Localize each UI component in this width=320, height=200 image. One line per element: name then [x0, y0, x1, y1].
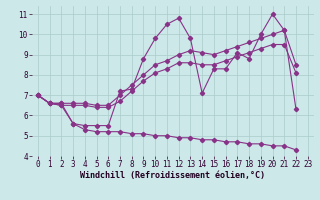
- X-axis label: Windchill (Refroidissement éolien,°C): Windchill (Refroidissement éolien,°C): [80, 171, 265, 180]
